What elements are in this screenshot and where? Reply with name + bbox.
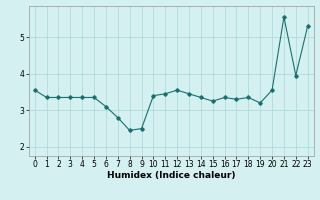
X-axis label: Humidex (Indice chaleur): Humidex (Indice chaleur): [107, 171, 236, 180]
